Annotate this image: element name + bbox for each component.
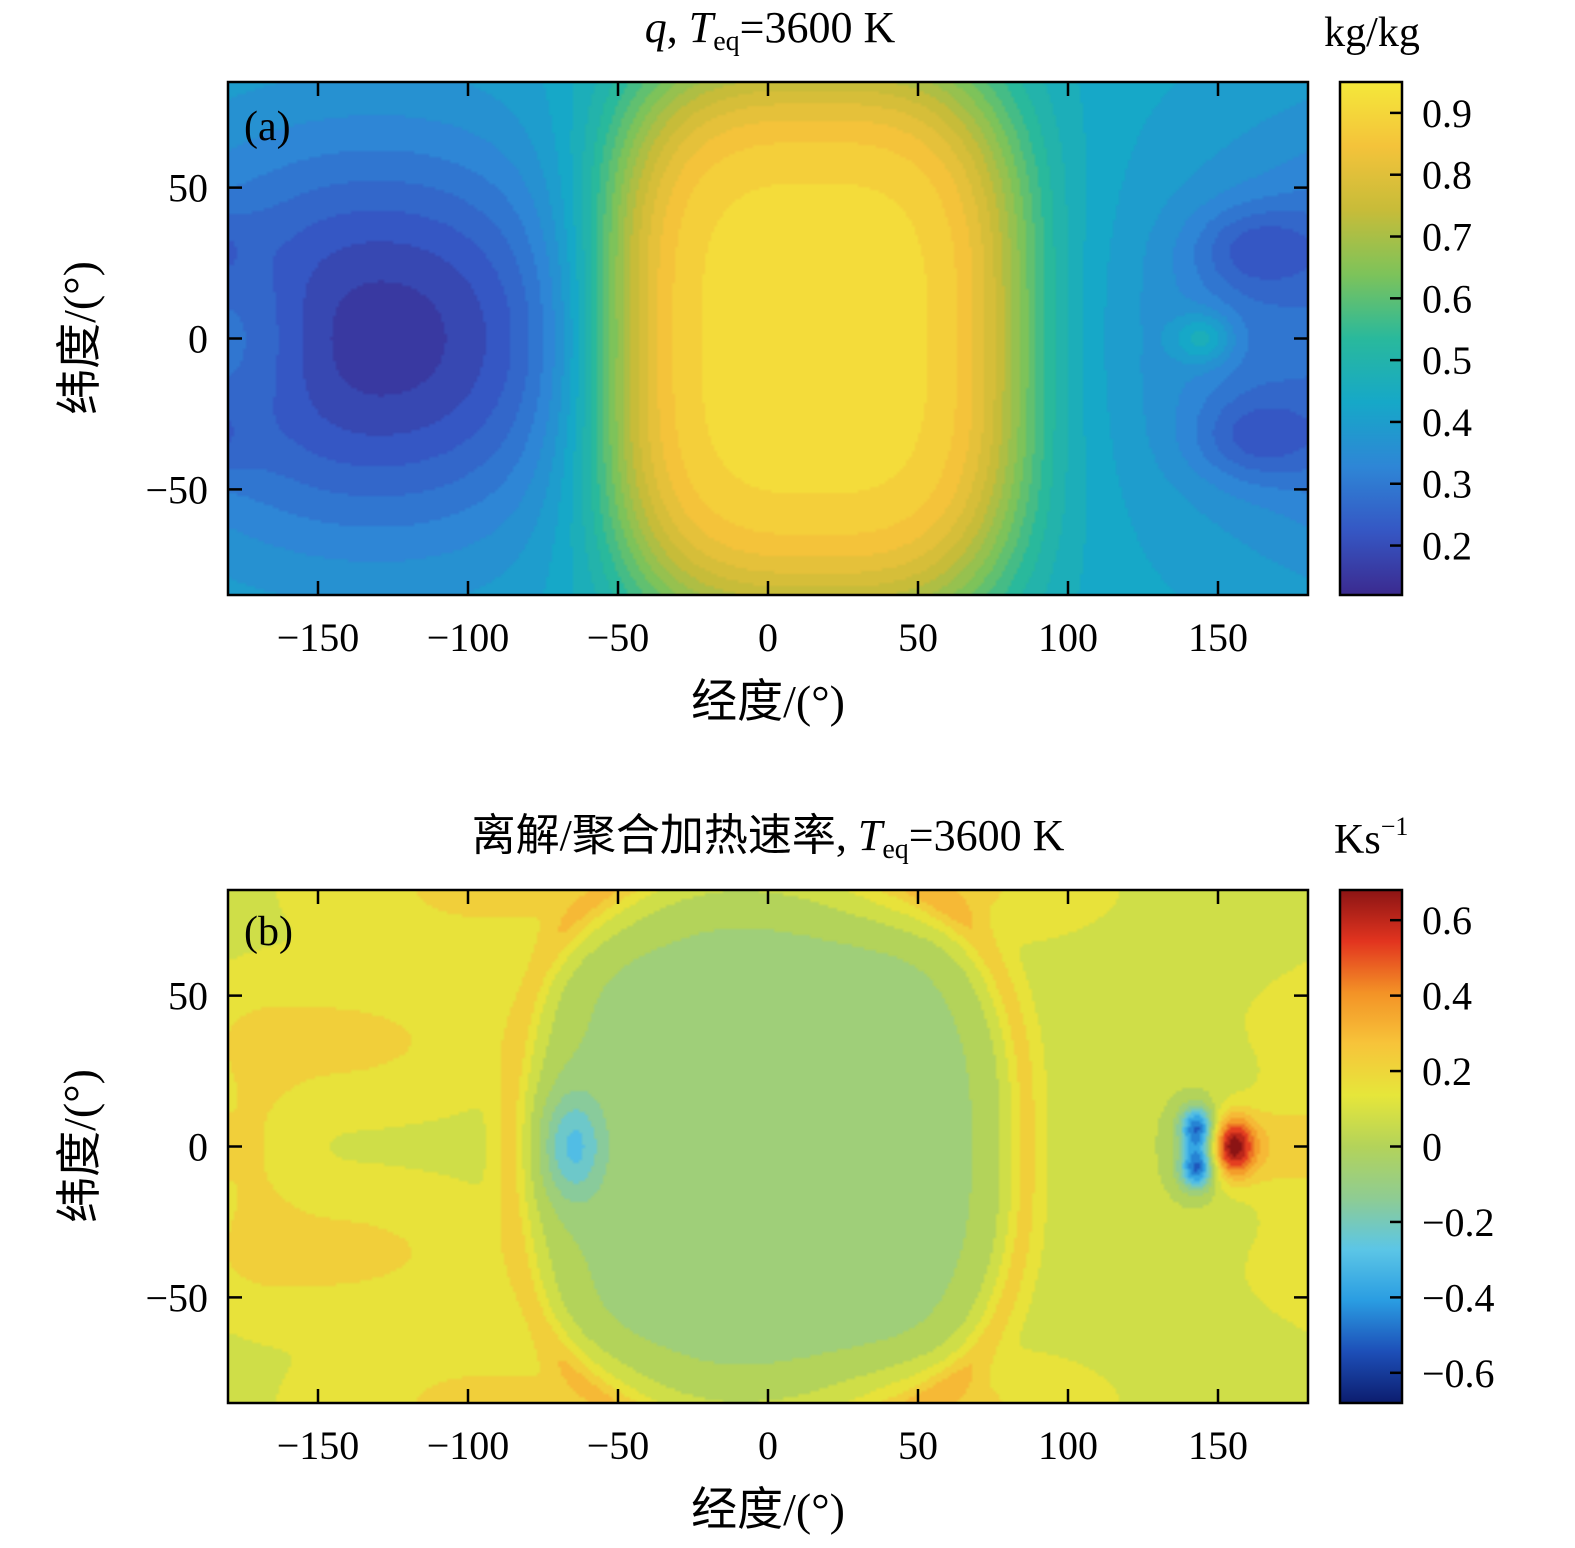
panel-a-x-axis: −150 −100 −50 0 50 100 150 [277,82,1248,660]
panel-b-colorbar-ticks: 0.6 0.4 0.2 0 −0.2 −0.4 −0.6 [1390,898,1495,1396]
panel-b-xtick-label: −50 [587,1423,650,1468]
panel-a-ytick-label: −50 [145,467,208,512]
panel-a-xtick-label: 150 [1188,615,1248,660]
panel-b-cb-tick-label: 0.2 [1422,1049,1472,1094]
panel-a-ylabel: 纬度/(°) [54,261,105,415]
panel-b-xtick-label: 150 [1188,1423,1248,1468]
panel-b-xtick-label: 100 [1038,1423,1098,1468]
panel-a-cb-tick-label: 0.3 [1422,462,1472,507]
panel-a-cb-tick-label: 0.4 [1422,400,1472,445]
panel-a-title: q, Teq=3600 K [645,3,896,57]
panel-b-xtick-label: −150 [277,1423,360,1468]
panel-a-xtick-label: −50 [587,615,650,660]
panel-a-xtick-label: −150 [277,615,360,660]
panel-a-cb-tick-label: 0.6 [1422,276,1472,321]
panel-a-xtick-label: 50 [898,615,938,660]
panel-b-title: 离解/聚合加热速率, Teq=3600 K [472,811,1065,865]
panel-b-cb-tick-label: −0.6 [1422,1351,1495,1396]
panel-b-x-axis: −150 −100 −50 0 50 100 150 [277,890,1248,1468]
panel-a-colorbar-ticks: 0.9 0.8 0.7 0.6 0.5 0.4 0.3 0.2 [1390,91,1472,569]
panel-a-heatmap [226,80,1310,597]
panel-b-ytick-label: 0 [188,1125,208,1170]
panel-a-colorbar-unit: kg/kg [1324,10,1420,56]
panel-b-cb-tick-label: 0 [1422,1125,1442,1170]
panel-a-ytick-label: 50 [168,166,208,211]
panel-a-cb-tick-label: 0.2 [1422,524,1472,569]
panel-b-colorbar-unit: Ks−1 [1334,812,1408,863]
panel-a-xtick-label: 0 [758,615,778,660]
panel-b-cb-tick-label: −0.4 [1422,1275,1495,1320]
panel-a: q, Teq=3600 K (a) −150 −100 −50 0 50 100 150 5… [54,3,1472,727]
panel-b-xtick-label: 50 [898,1423,938,1468]
panel-b: 离解/聚合加热速率, Teq=3600 K (b) −150 −100 −50 0 50… [54,811,1495,1535]
panel-b-cb-tick-label: −0.2 [1422,1200,1495,1245]
panel-b-ytick-label: −50 [145,1275,208,1320]
panel-a-xtick-label: −100 [427,615,510,660]
panel-b-xtick-label: 0 [758,1423,778,1468]
panel-b-cb-tick-label: 0.4 [1422,974,1472,1019]
panel-a-xtick-label: 100 [1038,615,1098,660]
panel-a-colorbar-fill [1338,80,1404,597]
panel-a-cb-tick-label: 0.8 [1422,153,1472,198]
panel-a-ytick-label: 0 [188,317,208,362]
panel-b-xtick-label: −100 [427,1423,510,1468]
panel-b-heatmap [226,888,1310,1405]
panel-a-letter: (a) [244,104,291,150]
panel-a-cb-tick-label: 0.9 [1422,91,1472,136]
panel-b-y-axis: 50 0 −50 [145,974,1308,1320]
panel-b-heatmap-image [228,890,1308,1403]
panel-b-cb-tick-label: 0.6 [1422,898,1472,943]
panel-b-colorbar: 0.6 0.4 0.2 0 −0.2 −0.4 −0.6 Ks−1 [1334,812,1495,1405]
panel-b-xlabel: 经度/(°) [691,1484,845,1535]
panel-a-heatmap-image [228,82,1308,595]
panel-a-cb-tick-label: 0.7 [1422,215,1472,260]
panel-a-y-axis: 50 0 −50 [145,166,1308,512]
panel-a-colorbar: 0.9 0.8 0.7 0.6 0.5 0.4 0.3 0.2 kg/kg [1324,10,1472,597]
panel-b-ytick-label: 50 [168,974,208,1019]
panel-a-cb-tick-label: 0.5 [1422,338,1472,383]
panel-b-ylabel: 纬度/(°) [54,1069,105,1223]
panel-b-letter: (b) [244,909,293,955]
panel-a-xlabel: 经度/(°) [691,676,845,727]
